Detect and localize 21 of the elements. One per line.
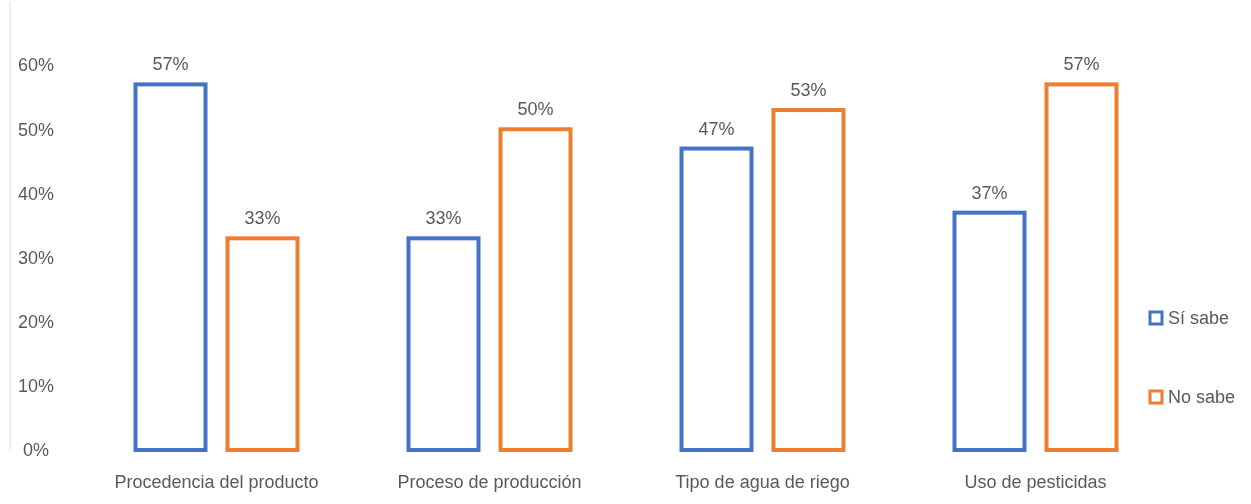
- x-tick-label: Tipo de agua de riego: [675, 472, 850, 492]
- text: 57%: [152, 54, 189, 75]
- text: 33%: [244, 208, 281, 229]
- y-tick-label: 50%: [17, 119, 55, 140]
- x-tick-label: Proceso de producción: [397, 472, 582, 492]
- x-tick-label: Uso de pesticidas: [964, 472, 1107, 492]
- y-tick-label: 30%: [17, 247, 55, 268]
- text: 47%: [698, 118, 735, 139]
- text: 50%: [517, 99, 554, 120]
- y-tick-label: 10%: [17, 376, 55, 397]
- y-tick-label: 0%: [22, 440, 50, 461]
- text: 33%: [425, 208, 462, 229]
- y-tick-label: 40%: [17, 183, 55, 204]
- legend-label: No sabe: [1168, 387, 1236, 408]
- y-tick-label: 20%: [17, 312, 55, 333]
- text: 57%: [1063, 54, 1100, 75]
- text: 53%: [790, 80, 827, 101]
- y-tick-label: 60%: [17, 55, 55, 76]
- x-tick-label: Procedencia del producto: [114, 472, 319, 492]
- text: 37%: [971, 182, 1008, 203]
- legend-label: Sí sabe: [1168, 308, 1230, 329]
